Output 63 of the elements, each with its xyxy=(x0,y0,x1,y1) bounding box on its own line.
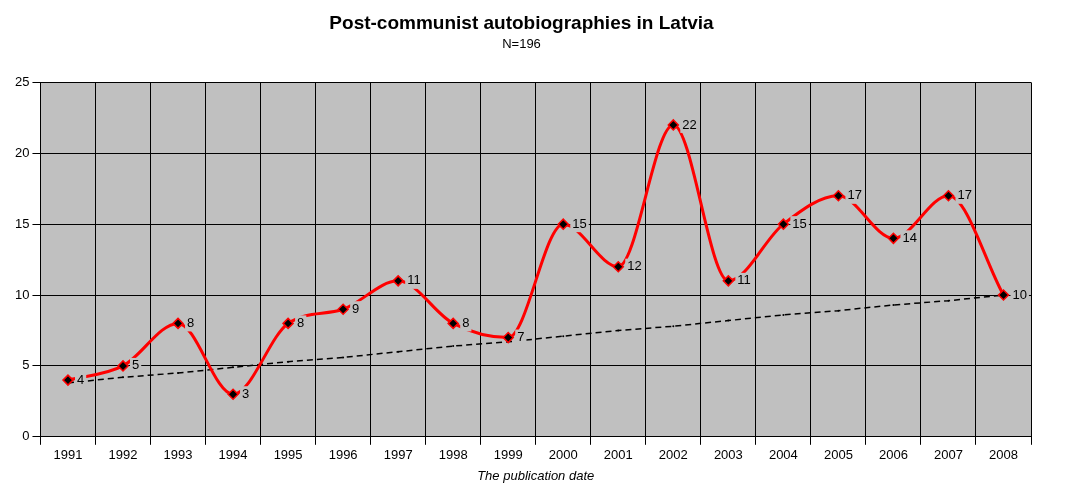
x-tick-label: 1993 xyxy=(163,447,193,463)
x-tick-label: 1999 xyxy=(493,447,523,463)
point xyxy=(337,303,349,315)
point xyxy=(557,218,569,230)
x-tick-label: 1998 xyxy=(438,447,468,463)
y-tick-label: 20 xyxy=(14,144,30,160)
point xyxy=(942,190,955,202)
x-tick-label: 2003 xyxy=(713,447,743,463)
data-label: 10 xyxy=(1012,286,1027,302)
point xyxy=(62,374,74,386)
point xyxy=(227,388,239,401)
data-label: 15 xyxy=(792,215,807,231)
data-label: 11 xyxy=(407,272,421,288)
x-tick-label: 2000 xyxy=(548,447,578,463)
x-tick-label: 1996 xyxy=(328,447,358,463)
point xyxy=(172,317,184,330)
data-label: 15 xyxy=(572,215,587,231)
x-tick-label: 1991 xyxy=(53,447,83,463)
point xyxy=(777,218,790,230)
data-label: 9 xyxy=(352,300,360,316)
point xyxy=(447,317,459,330)
y-tick-label: 5 xyxy=(22,357,30,373)
x-tick-label: 2001 xyxy=(603,447,633,463)
point xyxy=(282,317,294,330)
x-tick-label: 2004 xyxy=(768,447,798,463)
x-tick-label: 2002 xyxy=(658,447,688,463)
data-label: 8 xyxy=(462,314,470,330)
x-axis-title: The publication date xyxy=(477,467,595,483)
x-tick-label: 1997 xyxy=(383,447,413,463)
x-tick-label: 1992 xyxy=(108,447,138,463)
data-label: 22 xyxy=(682,116,697,132)
point xyxy=(997,289,1010,301)
x-tick-label: 2008 xyxy=(989,447,1018,463)
point xyxy=(832,190,845,202)
x-tick-label: 1994 xyxy=(218,447,248,463)
data-label: 11 xyxy=(737,272,751,288)
x-tick-label: 2007 xyxy=(933,447,963,463)
x-tick-label: 1995 xyxy=(273,447,303,463)
point xyxy=(667,119,680,131)
data-label: 8 xyxy=(187,314,195,330)
data-label: 12 xyxy=(627,258,642,274)
data-label: 8 xyxy=(297,314,305,330)
data-label: 5 xyxy=(132,357,140,373)
data-label: 7 xyxy=(517,329,525,345)
x-tick-label: 2006 xyxy=(878,447,908,463)
data-label: 14 xyxy=(902,229,917,245)
point xyxy=(887,232,900,245)
chart-subtitle: N=196 xyxy=(502,36,541,52)
y-tick-label: 10 xyxy=(14,286,30,302)
y-tick-label: 0 xyxy=(22,428,30,444)
y-tick-label: 15 xyxy=(14,215,30,231)
point xyxy=(117,360,129,372)
data-label: 17 xyxy=(847,187,862,203)
chart-title: Post-communist autobiographies in Latvia xyxy=(329,11,715,33)
data-label: 3 xyxy=(242,385,250,401)
data-label: 17 xyxy=(957,187,972,203)
point xyxy=(722,275,735,287)
point xyxy=(612,260,625,273)
x-tick-label: 2005 xyxy=(823,447,853,463)
point xyxy=(392,275,404,287)
y-tick-label: 25 xyxy=(14,73,30,89)
point xyxy=(502,331,514,344)
data-label: 4 xyxy=(76,371,85,387)
